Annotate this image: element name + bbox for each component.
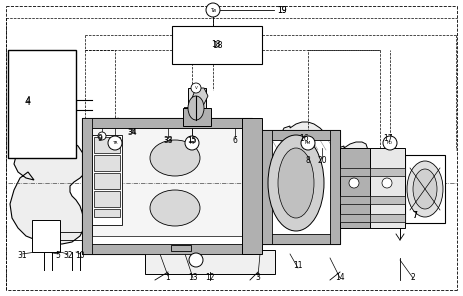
Bar [92,135,122,225]
Bar [262,234,340,244]
Text: 14: 14 [335,274,345,282]
Bar [171,245,191,251]
Text: 31: 31 [17,252,27,260]
Bar [262,130,272,244]
Polygon shape [332,142,368,178]
Text: 8: 8 [306,155,310,165]
Text: 19: 19 [277,6,287,15]
Text: 9: 9 [98,135,102,141]
Bar [82,244,252,254]
Bar [94,137,120,153]
Bar [340,214,370,222]
Circle shape [191,83,201,93]
Circle shape [98,132,106,140]
Bar [340,148,370,228]
Bar [94,191,120,207]
Ellipse shape [150,190,200,226]
Text: 34: 34 [128,129,137,135]
Bar [94,209,120,217]
Text: PS: PS [189,141,194,145]
Text: TR: TR [112,141,118,145]
Bar [262,130,340,140]
Bar [242,118,252,254]
Text: 4: 4 [25,96,31,104]
Ellipse shape [268,135,324,231]
Circle shape [382,178,392,188]
Text: 7: 7 [413,210,418,220]
Text: 12: 12 [205,274,215,282]
Bar [94,173,120,189]
Bar [172,26,262,64]
Text: V: V [194,86,197,90]
Text: 16: 16 [299,133,309,142]
Ellipse shape [188,96,204,120]
Ellipse shape [150,140,200,176]
Circle shape [349,178,359,188]
Bar [32,220,60,252]
Text: PD: PD [387,141,393,145]
Text: 10: 10 [75,252,85,260]
Polygon shape [10,140,88,244]
Bar [262,130,340,244]
Text: 18: 18 [212,41,222,49]
Text: 34: 34 [127,128,137,136]
Text: Tw: Tw [210,7,216,12]
Bar [188,88,206,108]
Bar [92,128,242,236]
Text: 32: 32 [63,252,73,260]
Circle shape [185,136,199,150]
Bar [82,118,92,254]
Circle shape [301,136,315,150]
Circle shape [189,253,203,267]
Bar [330,130,340,244]
Text: 15: 15 [187,136,197,144]
Text: 33: 33 [163,136,173,144]
Text: 2: 2 [411,274,415,282]
Bar [370,214,405,222]
Bar [370,196,405,204]
Polygon shape [282,122,344,184]
Bar [405,155,445,223]
Ellipse shape [278,148,314,218]
Text: 19: 19 [277,6,287,15]
Polygon shape [184,88,208,118]
Bar [370,168,405,176]
Bar [340,196,370,204]
Text: 7: 7 [413,210,418,220]
Text: 9: 9 [98,133,102,142]
Bar [145,250,275,274]
Text: 17: 17 [383,133,393,142]
Text: PM: PM [305,141,311,145]
Text: 6: 6 [232,136,238,144]
Bar [82,118,252,128]
Bar [242,118,262,254]
Circle shape [383,136,397,150]
Bar [340,168,370,176]
Text: 15: 15 [188,137,196,143]
Text: 11: 11 [293,261,303,271]
Text: 33: 33 [163,137,173,143]
Ellipse shape [413,169,437,209]
Bar [94,155,120,171]
Text: 13: 13 [188,274,198,282]
Text: 18: 18 [211,39,221,49]
Bar [8,50,76,158]
Ellipse shape [407,161,443,217]
Text: 3: 3 [256,274,260,282]
Text: 20: 20 [317,155,327,165]
Text: 1: 1 [166,274,170,282]
Bar [183,108,211,126]
Text: 4: 4 [25,97,31,107]
Bar [82,118,252,254]
Circle shape [108,136,122,150]
Text: 5: 5 [56,252,61,260]
Circle shape [206,3,220,17]
Bar [370,148,405,228]
